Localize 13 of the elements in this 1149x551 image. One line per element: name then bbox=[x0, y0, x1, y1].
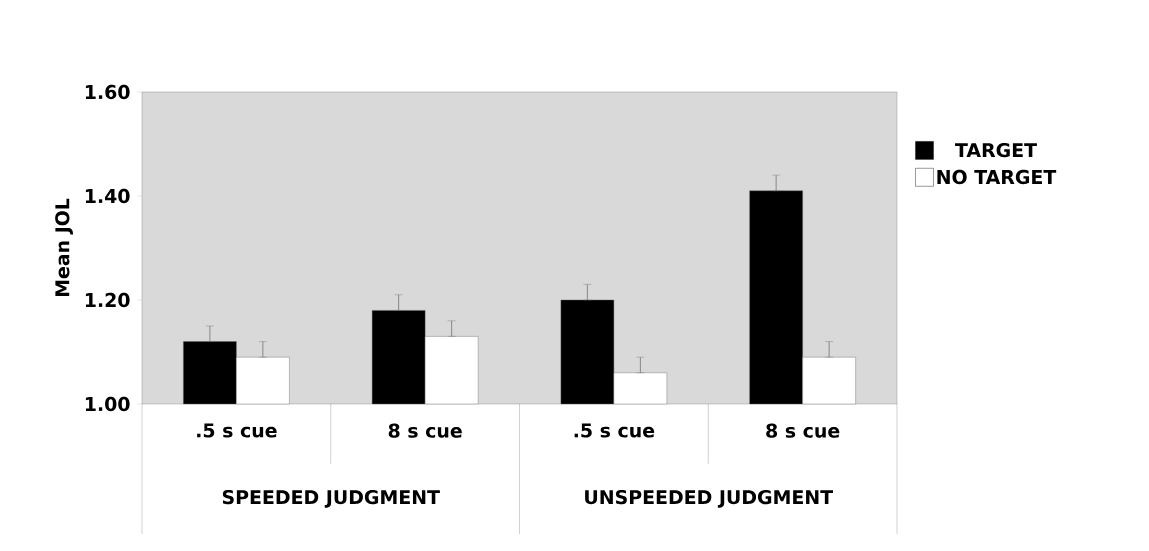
x-tick-label: 8 s cue bbox=[766, 423, 840, 438]
y-tick-label: 1.60 bbox=[85, 84, 130, 100]
x-tick-label: 8 s cue bbox=[388, 423, 462, 438]
y-tick-label: 1.40 bbox=[85, 188, 130, 204]
x-tick-label: .5 s cue bbox=[574, 423, 655, 438]
legend-label: NO TARGET bbox=[937, 169, 1057, 185]
x-tick-label: .5 s cue bbox=[197, 423, 277, 438]
text: SPEEDED JUDGMENT bbox=[222, 489, 440, 508]
y-tick-label: 1.00 bbox=[85, 396, 130, 412]
y-tick-label: 1.20 bbox=[85, 292, 130, 308]
text: UNSPEEDED JUDGMENT bbox=[585, 489, 833, 508]
legend-label: TARGET bbox=[955, 142, 1037, 158]
y-axis-title: Mean JOL bbox=[55, 198, 73, 297]
